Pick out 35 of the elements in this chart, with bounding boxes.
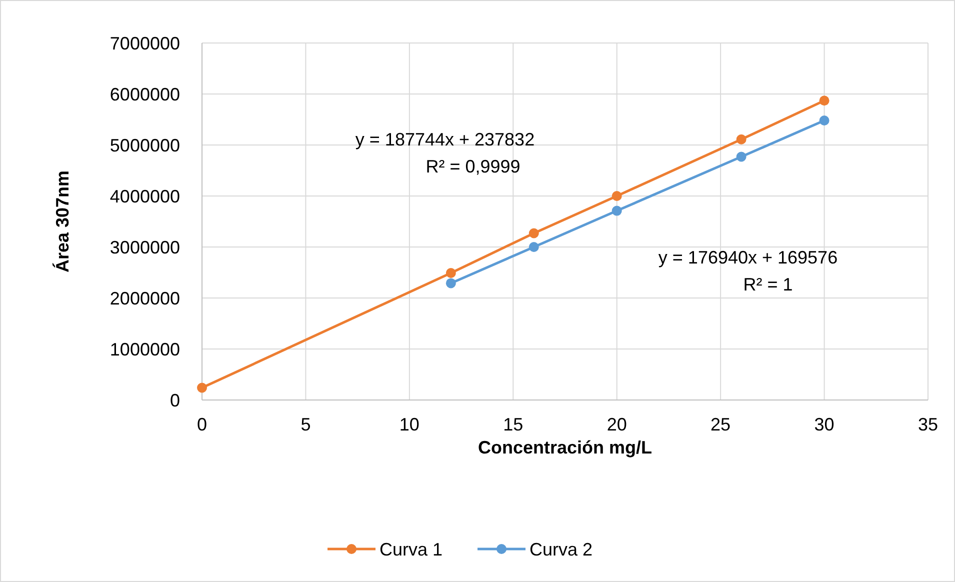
x-tick-label: 10 — [399, 414, 420, 434]
y-axis-title: Área 307nm — [52, 170, 72, 273]
y-tick-label: 4000000 — [110, 186, 180, 206]
x-tick-label: 0 — [196, 414, 208, 434]
x-tick-label: 35 — [918, 414, 938, 434]
annotation: y = 187744x + 237832 — [355, 129, 535, 150]
point — [736, 152, 746, 162]
point — [528, 228, 539, 238]
point — [528, 242, 539, 252]
annotation: R² = 0,9999 — [426, 156, 520, 176]
point — [736, 134, 746, 144]
x-tick-label: 25 — [710, 414, 731, 434]
point — [197, 382, 207, 393]
x-tick-label: 5 — [300, 414, 311, 434]
annotation: R² = 1 — [743, 274, 793, 294]
legend-label: Curva 2 — [530, 539, 593, 560]
y-tick-label: 5000000 — [110, 135, 180, 156]
y-tick-label: 2000000 — [110, 288, 180, 308]
y-tick-label: 0 — [170, 390, 180, 410]
point — [612, 191, 622, 201]
x-tick-label: 15 — [503, 414, 524, 434]
y-tick-label: 7000000 — [110, 33, 180, 54]
x-tick-label: 30 — [814, 414, 834, 434]
point — [612, 206, 622, 216]
point — [819, 96, 830, 106]
point — [819, 116, 830, 126]
point — [446, 278, 456, 288]
y-tick-label: 3000000 — [110, 237, 180, 258]
x-tick-label: 20 — [606, 414, 627, 434]
legend-label: Curva 1 — [380, 539, 443, 560]
annotation: y = 176940x + 169576 — [658, 247, 838, 268]
point — [446, 268, 456, 278]
y-tick-label: 6000000 — [110, 84, 180, 104]
x-axis-title: Concentración mg/L — [478, 437, 652, 458]
y-tick-label: 1000000 — [110, 339, 180, 360]
